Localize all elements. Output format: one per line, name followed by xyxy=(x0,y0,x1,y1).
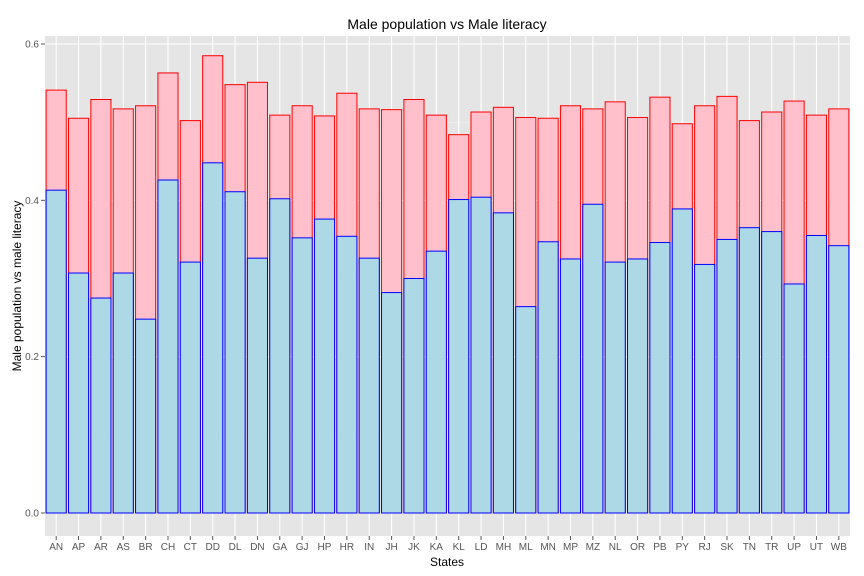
bar-series2 xyxy=(45,189,67,514)
x-tick-label: TR xyxy=(765,542,778,553)
bar-series2 xyxy=(179,261,201,514)
x-tick-label: PB xyxy=(653,542,667,553)
bar-series2 xyxy=(559,258,582,514)
x-tick-label: JK xyxy=(408,542,420,553)
bar-series2 xyxy=(425,250,447,514)
bar-series2 xyxy=(470,196,492,514)
bar-series2 xyxy=(671,208,693,514)
plot-panel xyxy=(45,36,850,536)
bar-series2 xyxy=(537,241,559,514)
x-axis-label: States xyxy=(430,555,464,569)
bar-series2 xyxy=(246,257,268,514)
bar-series2 xyxy=(805,235,828,514)
x-tick-label: OR xyxy=(630,542,645,553)
bar-series2 xyxy=(604,261,626,514)
y-tick-label: 0.4 xyxy=(25,196,39,207)
bar-series2 xyxy=(291,237,313,514)
y-axis-label: Male population vs male literacy xyxy=(10,201,24,372)
bars xyxy=(45,55,850,514)
bar-series2 xyxy=(738,227,760,514)
bar-series2 xyxy=(67,272,90,514)
x-tick-label: MZ xyxy=(586,542,600,553)
x-tick-label: GA xyxy=(273,542,288,553)
bar-series2 xyxy=(515,306,537,514)
x-tick-label: KA xyxy=(430,542,444,553)
bar-series2 xyxy=(582,203,604,514)
bar-series2 xyxy=(224,191,246,514)
x-tick-label: NL xyxy=(609,542,622,553)
x-tick-label: HR xyxy=(340,542,354,553)
bar-series2 xyxy=(761,231,783,514)
x-tick-label: JH xyxy=(385,542,397,553)
bar-series2 xyxy=(313,218,336,514)
bar-series2 xyxy=(448,199,470,514)
x-tick-label: WB xyxy=(831,542,847,553)
x-tick-label: DD xyxy=(205,542,219,553)
x-tick-label: IN xyxy=(364,542,374,553)
x-tick-label: PY xyxy=(676,542,690,553)
x-axis-ticks: AN AP AR AS BR CH CT DD DL DN GA GJ HP HR IN JH JK KA KL LD… xyxy=(49,536,847,553)
x-tick-label: MN xyxy=(540,542,556,553)
x-tick-label: UT xyxy=(810,542,823,553)
bar-series2 xyxy=(157,179,179,514)
bar-series2 xyxy=(627,258,649,514)
x-tick-label: AS xyxy=(117,542,131,553)
x-tick-label: AN xyxy=(49,542,63,553)
x-tick-label: AP xyxy=(72,542,86,553)
x-tick-label: HP xyxy=(318,542,332,553)
x-tick-label: MH xyxy=(496,542,512,553)
x-tick-label: CT xyxy=(184,542,197,553)
bar-series2 xyxy=(403,278,425,514)
x-tick-label: DN xyxy=(250,542,264,553)
x-tick-label: KL xyxy=(453,542,466,553)
x-tick-label: UP xyxy=(787,542,801,553)
bar-series2 xyxy=(492,212,514,514)
bar-series2 xyxy=(202,162,224,514)
bar-series2 xyxy=(269,198,291,514)
x-tick-label: TN xyxy=(743,542,756,553)
y-tick-label: 0.0 xyxy=(25,509,39,520)
bar-series2 xyxy=(694,263,716,514)
bar-series2 xyxy=(649,242,671,514)
bar-series2 xyxy=(135,318,157,514)
x-tick-label: ML xyxy=(519,542,533,553)
bar-series2 xyxy=(783,283,805,514)
y-axis-ticks: 0.0 0.2 0.4 0.6 xyxy=(25,40,45,520)
x-tick-label: LD xyxy=(475,542,488,553)
x-tick-label: SK xyxy=(720,542,734,553)
y-tick-label: 0.6 xyxy=(25,40,39,51)
x-tick-label: DL xyxy=(229,542,242,553)
x-tick-label: AR xyxy=(94,542,108,553)
x-tick-label: GJ xyxy=(296,542,309,553)
x-tick-label: MP xyxy=(563,542,578,553)
bar-series2 xyxy=(112,272,134,514)
bar-series2 xyxy=(358,257,380,514)
x-tick-label: CH xyxy=(161,542,175,553)
bar-series2 xyxy=(90,297,112,514)
x-tick-label: BR xyxy=(139,542,153,553)
bar-series2 xyxy=(336,235,358,514)
x-tick-label: RJ xyxy=(699,542,711,553)
chart-title: Male population vs Male literacy xyxy=(347,16,546,32)
y-tick-label: 0.2 xyxy=(25,352,39,363)
bar-series2 xyxy=(381,292,403,514)
bar-series2 xyxy=(716,238,738,514)
bar-series2 xyxy=(828,245,850,514)
